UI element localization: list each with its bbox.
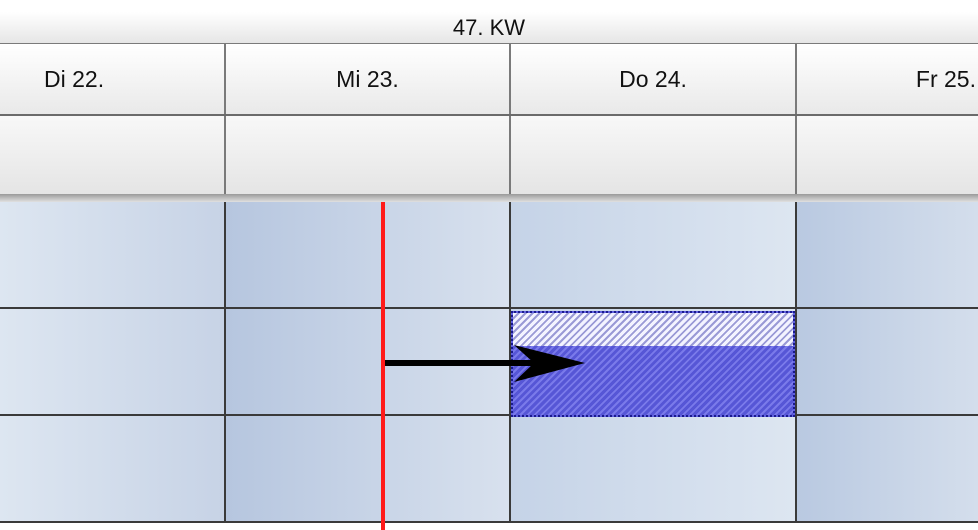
header-sub-row xyxy=(0,114,978,196)
day-label: Fr 25. xyxy=(915,65,976,92)
task-bar-body xyxy=(513,346,793,415)
today-marker-line xyxy=(381,202,385,530)
day-label: Di 22. xyxy=(44,65,105,92)
header-sub-cell xyxy=(797,116,978,196)
header-sub-cell xyxy=(0,116,226,196)
day-cell[interactable] xyxy=(0,416,226,521)
week-header: 47. KW xyxy=(0,12,978,44)
day-cell[interactable] xyxy=(797,202,978,307)
header-splitter[interactable] xyxy=(0,194,978,202)
day-cell[interactable] xyxy=(0,309,226,414)
schedule-row[interactable] xyxy=(0,416,978,523)
task-bar[interactable] xyxy=(511,311,795,417)
day-header-fr[interactable]: Fr 25. xyxy=(797,44,978,114)
task-bar-highlight xyxy=(513,313,793,346)
day-label: Do 24. xyxy=(619,65,687,92)
day-label: Mi 23. xyxy=(336,65,399,92)
header-sub-cell xyxy=(226,116,511,196)
schedule-row[interactable] xyxy=(0,309,978,416)
day-cell[interactable] xyxy=(226,416,511,521)
day-cell[interactable] xyxy=(511,416,797,521)
day-cell[interactable] xyxy=(226,202,511,307)
day-header-di[interactable]: Di 22. xyxy=(0,44,226,114)
header-sub-cell xyxy=(511,116,797,196)
schedule-body xyxy=(0,202,978,530)
day-header-mi[interactable]: Mi 23. xyxy=(226,44,511,114)
day-cell[interactable] xyxy=(511,202,797,307)
day-cell[interactable] xyxy=(797,416,978,521)
day-header-row: Di 22. Mi 23. Do 24. Fr 25. xyxy=(0,44,978,114)
day-cell[interactable] xyxy=(0,202,226,307)
day-cell[interactable] xyxy=(226,309,511,414)
week-label: 47. KW xyxy=(452,14,526,40)
day-cell[interactable] xyxy=(797,309,978,414)
schedule-row[interactable] xyxy=(0,202,978,309)
day-header-do[interactable]: Do 24. xyxy=(511,44,797,114)
